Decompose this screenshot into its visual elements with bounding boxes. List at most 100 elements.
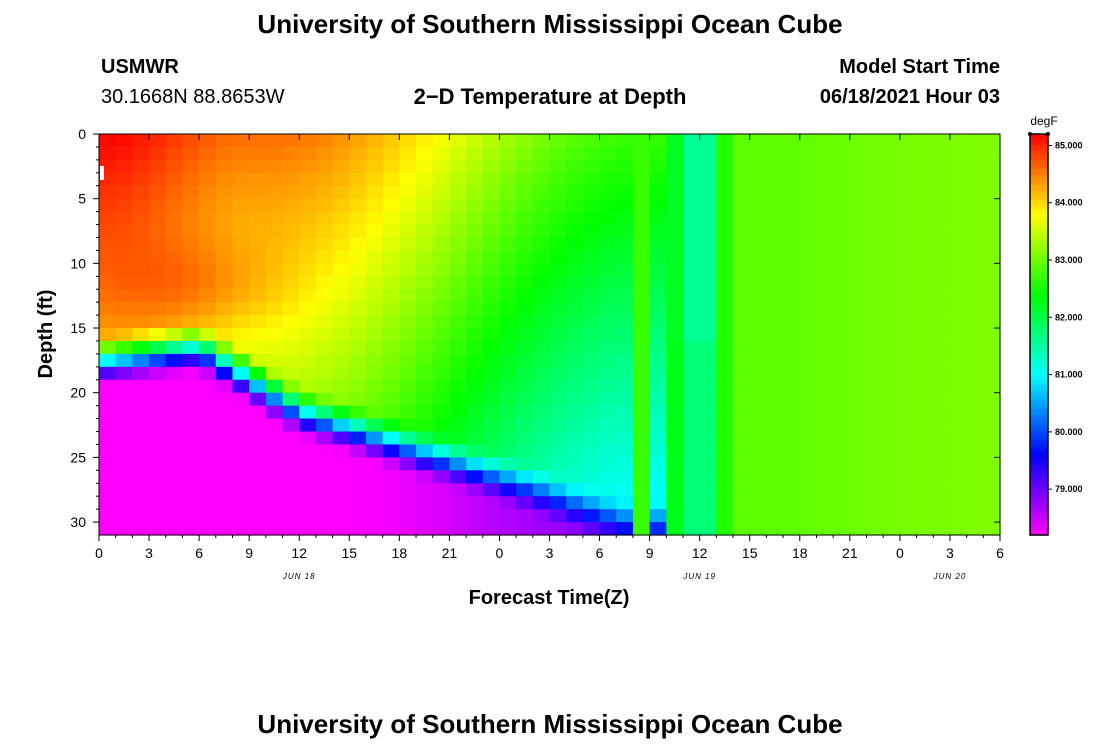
heatmap-cell	[432, 276, 450, 290]
heatmap-cell	[833, 263, 851, 277]
heatmap-cell	[899, 198, 918, 213]
heatmap-cell	[933, 431, 951, 446]
colorbar-swatch	[1030, 219, 1048, 225]
heatmap-cell	[966, 392, 984, 407]
heatmap-cell	[499, 366, 517, 381]
heatmap-cell	[182, 457, 200, 471]
heatmap-cell	[349, 172, 367, 187]
heatmap-cell	[766, 146, 784, 161]
heatmap-cell	[933, 340, 951, 355]
heatmap-cell	[299, 146, 317, 161]
heatmap-cell	[165, 146, 184, 161]
heatmap-cell	[115, 522, 133, 536]
heatmap-cell	[916, 483, 934, 497]
heatmap-cell	[766, 276, 784, 290]
heatmap-cell	[816, 405, 834, 420]
heatmap-cell	[799, 392, 818, 407]
heatmap-cell	[749, 302, 768, 316]
heatmap-cell	[265, 315, 284, 329]
heatmap-cell	[265, 457, 284, 471]
heatmap-cell	[532, 431, 551, 446]
heatmap-cell	[632, 340, 651, 355]
heatmap-cell	[132, 211, 150, 226]
heatmap-cell	[816, 198, 834, 213]
heatmap-cell	[899, 457, 918, 471]
heatmap-cell	[215, 392, 234, 407]
heatmap-cell	[365, 250, 384, 264]
heatmap-cell	[716, 457, 734, 471]
heatmap-cell	[616, 405, 634, 420]
heatmap-cell	[866, 276, 884, 290]
heatmap-cell	[532, 211, 551, 226]
heatmap-cell	[833, 353, 851, 368]
heatmap-cell	[149, 431, 167, 446]
heatmap-cell	[399, 289, 417, 303]
heatmap-cell	[466, 470, 484, 484]
heatmap-cell	[115, 457, 133, 471]
heatmap-cell	[315, 366, 334, 381]
heatmap-cell	[899, 276, 918, 290]
heatmap-cell	[549, 276, 567, 290]
heatmap-cell	[582, 328, 601, 342]
heatmap-cell	[582, 224, 601, 239]
heatmap-cell	[215, 470, 234, 484]
heatmap-cell	[516, 276, 534, 290]
colorbar-label: 85.000	[1055, 140, 1083, 150]
heatmap-cell	[783, 185, 801, 200]
heatmap-cell	[482, 172, 501, 187]
heatmap-cell	[599, 134, 617, 148]
heatmap-cell	[382, 418, 400, 433]
heatmap-cell	[983, 302, 1001, 316]
heatmap-cell	[949, 431, 968, 446]
heatmap-cell	[983, 159, 1001, 174]
heatmap-cell	[566, 353, 584, 368]
heatmap-cell	[382, 263, 400, 277]
heatmap-cell	[933, 483, 951, 497]
colorbar-swatch	[1030, 314, 1048, 321]
heatmap-cell	[149, 185, 167, 200]
heatmap-cell	[449, 496, 467, 510]
heatmap-cell	[149, 172, 167, 187]
colorbar-swatch	[1030, 394, 1048, 401]
heatmap-cell	[733, 328, 751, 342]
heatmap-cell	[532, 172, 551, 187]
heatmap-cell	[349, 340, 367, 355]
heatmap-cell	[149, 522, 167, 536]
heatmap-cell	[365, 483, 384, 497]
heatmap-cell	[165, 328, 184, 342]
colorbar-swatch	[1030, 214, 1048, 220]
heatmap-cell	[699, 340, 717, 355]
heatmap-cell	[299, 315, 317, 329]
heatmap-cell	[549, 483, 567, 497]
colorbar-swatch	[1030, 169, 1048, 175]
heatmap-cell	[783, 405, 801, 420]
heatmap-cell	[966, 353, 984, 368]
colorbar-swatch	[1030, 309, 1048, 316]
heatmap-cell	[716, 185, 734, 200]
heatmap-cell	[265, 263, 284, 277]
heatmap-cell	[866, 224, 884, 239]
heatmap-cell	[966, 444, 984, 458]
heatmap-cell	[449, 172, 467, 187]
heatmap-cell	[432, 198, 450, 213]
heatmap-cell	[232, 328, 250, 342]
heatmap-cell	[466, 159, 484, 174]
heatmap-cell	[532, 134, 551, 148]
heatmap-cell	[849, 470, 868, 484]
heatmap-cell	[282, 211, 300, 226]
heatmap-cell	[666, 470, 684, 484]
heatmap-cell	[282, 418, 300, 433]
heatmap-cell	[566, 276, 584, 290]
heatmap-cell	[733, 146, 751, 161]
heatmap-cell	[315, 522, 334, 536]
heatmap-cell	[382, 379, 400, 394]
heatmap-cell	[816, 159, 834, 174]
heatmap-cell	[783, 328, 801, 342]
heatmap-cell	[949, 340, 968, 355]
heatmap-cell	[749, 431, 768, 446]
heatmap-cell	[849, 522, 868, 536]
heatmap-cell	[566, 134, 584, 148]
heatmap-cell	[349, 250, 367, 264]
heatmap-cell	[416, 328, 434, 342]
heatmap-cell	[182, 483, 200, 497]
